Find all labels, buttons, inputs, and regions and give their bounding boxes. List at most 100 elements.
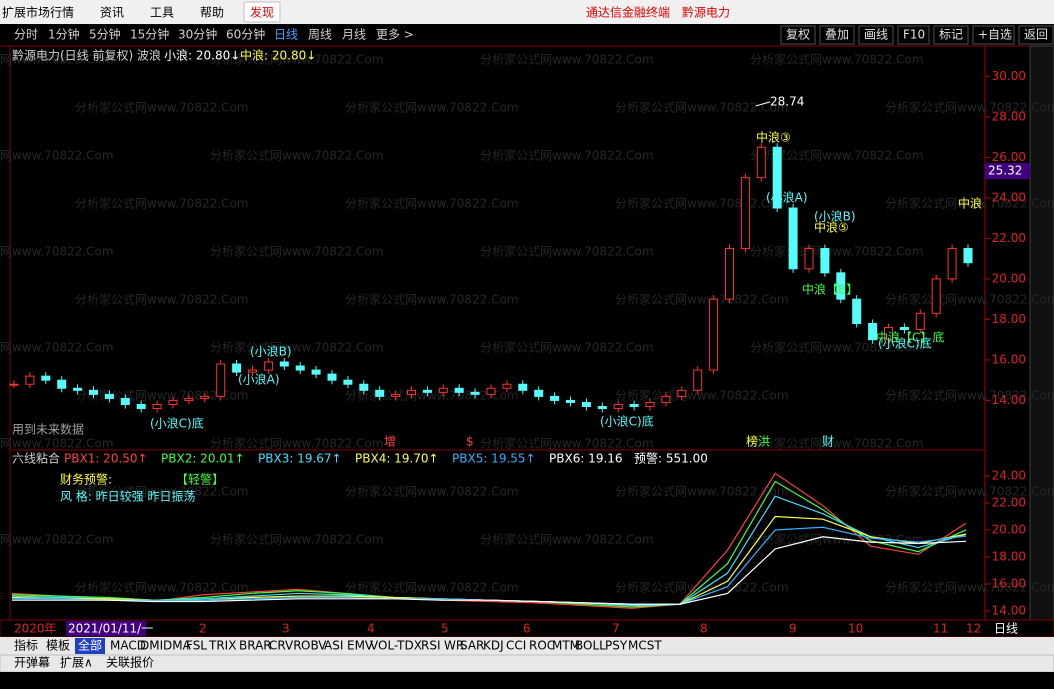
action-button[interactable] (858, 25, 894, 45)
menu-item[interactable]: 帮助 (200, 6, 224, 20)
month-label: 11 (933, 622, 948, 636)
period-tab[interactable]: 30分钟 (178, 27, 217, 42)
candle (391, 393, 401, 397)
status-bar (0, 672, 1054, 689)
candle (327, 373, 337, 381)
period-tab[interactable]: 日线 (274, 28, 298, 42)
candle (645, 401, 655, 408)
tab[interactable]: MTM (552, 639, 580, 653)
candle (454, 387, 464, 393)
tab[interactable]: DMI (140, 639, 163, 653)
candle (502, 383, 512, 389)
tab[interactable]: CR (269, 639, 286, 653)
tab[interactable]: FSL (186, 639, 207, 653)
cursor-box (66, 621, 146, 636)
period-tab[interactable]: 周线 (308, 28, 332, 42)
wave-label: (小浪A) (238, 372, 280, 387)
menu-item[interactable]: 发现 (250, 5, 274, 20)
tab[interactable]: 全部 (78, 638, 102, 653)
action-button[interactable] (972, 25, 1015, 45)
candle (295, 365, 305, 371)
watermark: 分析家公式网www.70822.Com (0, 436, 114, 451)
tab[interactable]: TRIX (208, 639, 236, 653)
tab[interactable]: MACD (110, 639, 146, 653)
tab[interactable]: DMA (163, 639, 192, 653)
y-tick-label: 20.00 (992, 522, 1026, 536)
tab[interactable]: CCI (506, 639, 526, 653)
bottom-button[interactable]: 关联报价 (106, 655, 154, 670)
watermark: 分析家公式网www.70822.Com (210, 436, 384, 451)
month-label: 6 (523, 622, 531, 636)
tab[interactable]: WR (444, 639, 464, 653)
tab[interactable]: BRAR (239, 639, 272, 653)
tab[interactable]: VOL-TDX (370, 639, 422, 653)
watermark: 分析家公式网www.70822.Com (750, 340, 924, 355)
watermark: 分析家公式网www.70822.Com (750, 244, 924, 259)
tab[interactable]: RSI (421, 639, 441, 653)
month-label: 8 (700, 622, 708, 636)
alert: 预警: 551.00 (634, 451, 708, 466)
bottom-button[interactable]: 开弹幕 (14, 656, 50, 670)
watermark: 分析家公式网www.70822.Com (885, 196, 1054, 211)
period-tab[interactable]: 更多 > (376, 28, 414, 42)
menu-item[interactable]: 工具 (150, 6, 174, 20)
period-tab[interactable]: 分时 (14, 28, 38, 42)
period-tab[interactable]: 5分钟 (89, 27, 121, 42)
watermark: 分析家公式网www.70822.Com (75, 292, 249, 307)
tab-active (75, 638, 105, 654)
bottom-button[interactable]: 扩展∧ (60, 656, 93, 670)
brand: 通达信金融终端 (586, 5, 670, 20)
action-button[interactable] (1018, 25, 1054, 45)
tab[interactable]: SAR (460, 639, 484, 653)
watermark: 分析家公式网www.70822.Com (0, 52, 114, 67)
candle (915, 312, 925, 331)
candle (359, 383, 369, 391)
action-button[interactable] (780, 25, 816, 45)
tab[interactable]: OBV (301, 639, 327, 653)
candle (422, 389, 432, 393)
menu-item[interactable]: 资讯 (100, 6, 124, 20)
action-button[interactable] (933, 25, 969, 45)
cursor-date: 2021/01/11/一 (68, 622, 153, 636)
month-label: 2 (199, 622, 207, 636)
candle (41, 375, 51, 381)
tab[interactable]: ROC (529, 639, 555, 653)
candle (804, 248, 814, 270)
tab[interactable]: 指标 (14, 638, 38, 653)
candle (9, 383, 19, 386)
legend: 小浪: 20.80↓ (164, 48, 240, 63)
action-label: 叠加 (825, 28, 849, 42)
period-tab[interactable]: 1分钟 (48, 27, 80, 42)
tab[interactable]: BOLL (575, 639, 606, 653)
tab[interactable]: MCST (628, 639, 662, 653)
y-tick-label: 28.00 (992, 109, 1026, 123)
y-tick-label: 16.00 (992, 352, 1026, 366)
watermark: 分析家公式网www.70822.Com (0, 340, 114, 355)
watermark: 分析家公式网www.70822.Com (885, 292, 1054, 307)
tab[interactable]: KDJ (483, 639, 504, 653)
month-label: 12 (966, 622, 981, 636)
tab[interactable]: EMV (347, 639, 374, 653)
watermark: 分析家公式网www.70822.Com (345, 484, 519, 499)
menu-item[interactable]: 扩展市场行情 (2, 5, 74, 20)
note: 用到未来数据 (12, 422, 84, 437)
tab[interactable]: ASI (324, 639, 343, 653)
watermark: 分析家公式网www.70822.Com (750, 532, 924, 547)
indicator-legend: PBX2: 20.01↑ (161, 452, 245, 466)
month-label: 9 (789, 622, 797, 636)
period-tab[interactable]: 60分钟 (226, 27, 265, 42)
action-button[interactable] (897, 25, 930, 45)
action-button[interactable] (819, 25, 855, 45)
candle (104, 393, 114, 399)
watermark: 分析家公式网www.70822.Com (885, 484, 1054, 499)
month-label: 3 (282, 622, 290, 636)
tab[interactable]: VR (285, 639, 302, 653)
tab[interactable]: 模板 (46, 639, 70, 653)
tab[interactable]: PSY (605, 639, 628, 653)
wave-label: (小浪A) (766, 190, 808, 205)
candle (25, 375, 35, 385)
watermark: 分析家公式网www.70822.Com (480, 148, 654, 163)
period-tab[interactable]: 15分钟 (130, 27, 169, 42)
period-tab[interactable]: 月线 (342, 28, 366, 42)
